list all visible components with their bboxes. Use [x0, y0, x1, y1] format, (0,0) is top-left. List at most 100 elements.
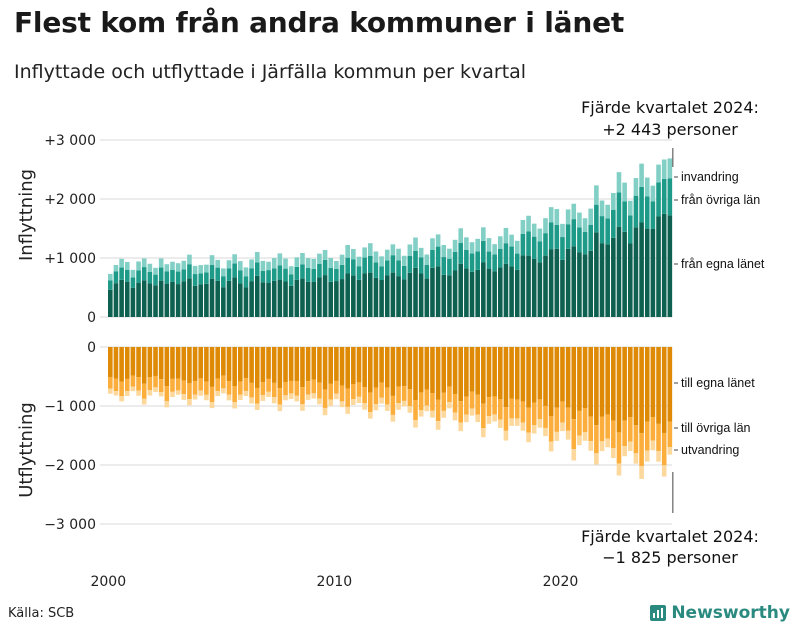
lower-tick-label: 0 [87, 340, 96, 356]
bar-inflow-ovriga [119, 267, 124, 280]
bar-inflow-ovriga [147, 271, 153, 284]
bar-outflow-utvandring [362, 403, 367, 410]
bar-inflow-ovriga [198, 273, 204, 285]
bar-outflow-utvandring [345, 406, 350, 414]
bar-outflow-egna [577, 347, 582, 411]
bar-inflow-invandring [215, 259, 220, 268]
bar-outflow-ovriga [424, 389, 430, 406]
bar-inflow-ovriga [633, 195, 639, 228]
bar-inflow-invandring [588, 208, 594, 225]
bar-inflow-invandring [254, 252, 260, 263]
bar-inflow-egna [661, 213, 667, 317]
bar-outflow-utvandring [158, 392, 164, 397]
bar-outflow-egna [661, 347, 667, 433]
bar-inflow-invandring [226, 260, 232, 269]
bar-outflow-egna [119, 347, 124, 382]
bar-outflow-ovriga [605, 414, 610, 439]
bar-outflow-utvandring [187, 399, 192, 406]
bar-inflow-invandring [520, 220, 526, 234]
bar-outflow-ovriga [181, 380, 187, 395]
bar-outflow-ovriga [413, 399, 418, 421]
bar-inflow-ovriga [571, 219, 577, 247]
bar-outflow-utvandring [418, 410, 424, 417]
bar-inflow-ovriga [379, 266, 384, 281]
bar-inflow-invandring [667, 158, 673, 179]
bar-outflow-ovriga [221, 375, 226, 389]
bar-inflow-invandring [639, 163, 644, 187]
bar-inflow-egna [215, 280, 220, 317]
bar-inflow-ovriga [384, 260, 390, 276]
bar-outflow-ovriga [656, 423, 661, 451]
bar-outflow-ovriga [288, 380, 294, 394]
bar-inflow-invandring [317, 253, 322, 265]
bar-outflow-ovriga [418, 392, 424, 411]
bar-inflow-ovriga [356, 266, 362, 280]
bar-outflow-utvandring [565, 430, 571, 440]
bar-outflow-ovriga [367, 392, 373, 413]
bar-outflow-utvandring [294, 395, 300, 402]
bar-inflow-egna [475, 269, 480, 317]
bar-outflow-egna [283, 347, 288, 382]
bar-outflow-utvandring [108, 388, 113, 394]
bar-inflow-invandring [644, 177, 650, 197]
bar-outflow-ovriga [198, 378, 204, 391]
bar-inflow-invandring [497, 236, 503, 249]
brand-logo[interactable]: Newsworthy [650, 603, 790, 623]
bar-outflow-egna [130, 347, 136, 376]
bar-outflow-ovriga [351, 383, 356, 400]
bar-outflow-ovriga [611, 420, 616, 449]
bar-outflow-utvandring [441, 410, 447, 418]
bar-outflow-egna [582, 347, 588, 409]
bar-outflow-ovriga [565, 407, 571, 431]
bar-inflow-egna [254, 275, 260, 317]
bar-outflow-utvandring [147, 390, 153, 396]
bar-outflow-egna [452, 347, 458, 394]
bar-inflow-invandring [367, 243, 373, 256]
bar-inflow-invandring [447, 248, 452, 259]
bar-outflow-ovriga [458, 401, 464, 423]
bar-inflow-invandring [124, 262, 130, 270]
bar-inflow-invandring [249, 259, 254, 269]
bar-outflow-egna [435, 347, 441, 400]
bar-outflow-utvandring [288, 393, 294, 400]
bar-inflow-egna [616, 226, 622, 317]
bar-inflow-ovriga [594, 204, 599, 233]
bar-inflow-invandring [339, 254, 345, 265]
bar-inflow-invandring [475, 238, 480, 252]
bar-inflow-invandring [108, 273, 113, 281]
bar-outflow-utvandring [124, 391, 130, 396]
bar-inflow-invandring [413, 237, 418, 251]
bar-inflow-egna [531, 258, 537, 317]
bar-inflow-invandring [633, 178, 639, 196]
bar-inflow-invandring [594, 185, 599, 205]
bar-inflow-egna [322, 275, 328, 317]
bar-inflow-ovriga [509, 246, 514, 267]
bar-inflow-egna [384, 275, 390, 317]
upper-tick-label: +1 000 [44, 251, 96, 267]
bar-outflow-ovriga [599, 416, 605, 442]
lower-tick-label: −3 000 [44, 517, 96, 533]
series-label-upper: invandring [681, 170, 739, 184]
bar-inflow-egna [266, 283, 271, 317]
bar-outflow-egna [390, 347, 396, 396]
bar-outflow-egna [554, 347, 560, 408]
bar-outflow-utvandring [119, 396, 124, 402]
bar-outflow-utvandring [271, 397, 277, 404]
bar-inflow-egna [147, 283, 153, 317]
bar-outflow-utvandring [277, 404, 283, 412]
bar-inflow-invandring [113, 264, 119, 272]
bar-outflow-utvandring [339, 401, 345, 408]
bar-outflow-ovriga [379, 382, 384, 398]
bar-outflow-ovriga [401, 386, 407, 401]
bar-inflow-ovriga [345, 257, 350, 274]
bar-inflow-invandring [622, 182, 627, 202]
bar-outflow-ovriga [158, 379, 164, 393]
bar-outflow-egna [497, 347, 503, 400]
bar-outflow-utvandring [554, 431, 560, 441]
bar-inflow-ovriga [481, 240, 486, 263]
bar-outflow-ovriga [294, 380, 300, 396]
bar-outflow-ovriga [328, 383, 334, 400]
bar-outflow-egna [339, 347, 345, 386]
bar-outflow-egna [322, 347, 328, 390]
bar-inflow-invandring [548, 207, 554, 223]
